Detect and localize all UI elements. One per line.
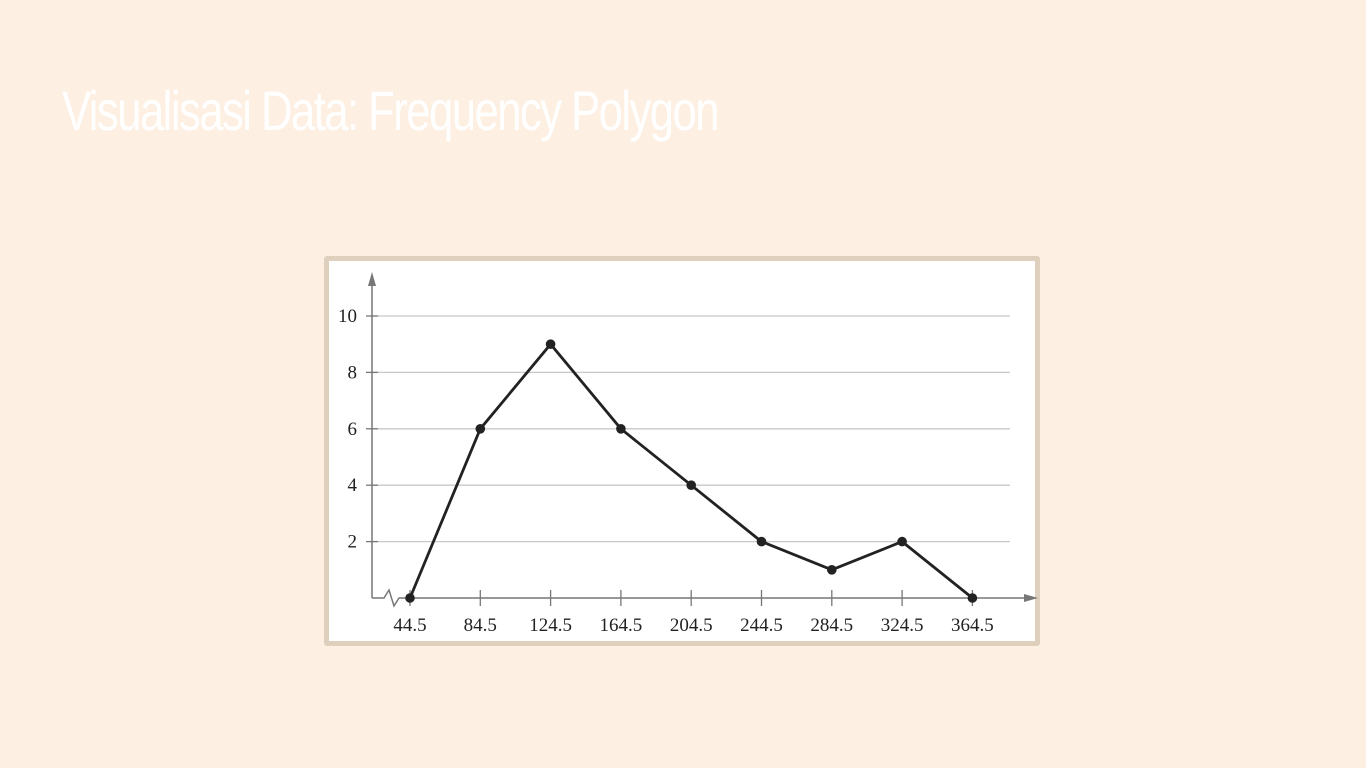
slide-title: Visualisasi Data: Frequency Polygon — [62, 79, 720, 142]
data-point — [827, 565, 837, 575]
x-axis-arrow — [1024, 594, 1038, 602]
y-tick-label: 4 — [348, 475, 358, 496]
series-line — [408, 342, 974, 600]
y-tick-label: 6 — [348, 419, 358, 440]
x-tick-label: 284.5 — [810, 615, 853, 636]
y-tick-label: 8 — [348, 362, 358, 383]
x-tick-label: 324.5 — [881, 615, 924, 636]
data-point — [545, 339, 556, 349]
chart-frame: 2 4 6 8 10 44.5 84.5 124.5 164.5 204.5 244.5 284.5 3… — [324, 256, 1040, 646]
x-tick-label: 364.5 — [951, 615, 994, 636]
x-tick-label: 204.5 — [670, 615, 713, 636]
x-tick-label: 84.5 — [464, 615, 497, 636]
data-point — [405, 593, 415, 603]
data-point — [967, 593, 978, 603]
x-tick-label: 244.5 — [740, 615, 783, 636]
data-point — [686, 480, 696, 490]
data-point — [616, 424, 626, 434]
y-tick-label: 10 — [338, 306, 357, 327]
x-tick-label: 124.5 — [529, 615, 572, 636]
y-tick-label: 2 — [348, 532, 358, 553]
data-point — [756, 536, 767, 547]
x-tick-label: 44.5 — [393, 615, 426, 636]
data-point — [897, 536, 907, 547]
x-tick-label: 164.5 — [600, 615, 643, 636]
y-axis-arrow — [368, 272, 376, 286]
data-point — [475, 424, 486, 434]
frequency-polygon-chart: 2 4 6 8 10 44.5 84.5 124.5 164.5 204.5 244.5 284.5 3… — [338, 272, 1038, 636]
x-axis — [372, 588, 1024, 608]
